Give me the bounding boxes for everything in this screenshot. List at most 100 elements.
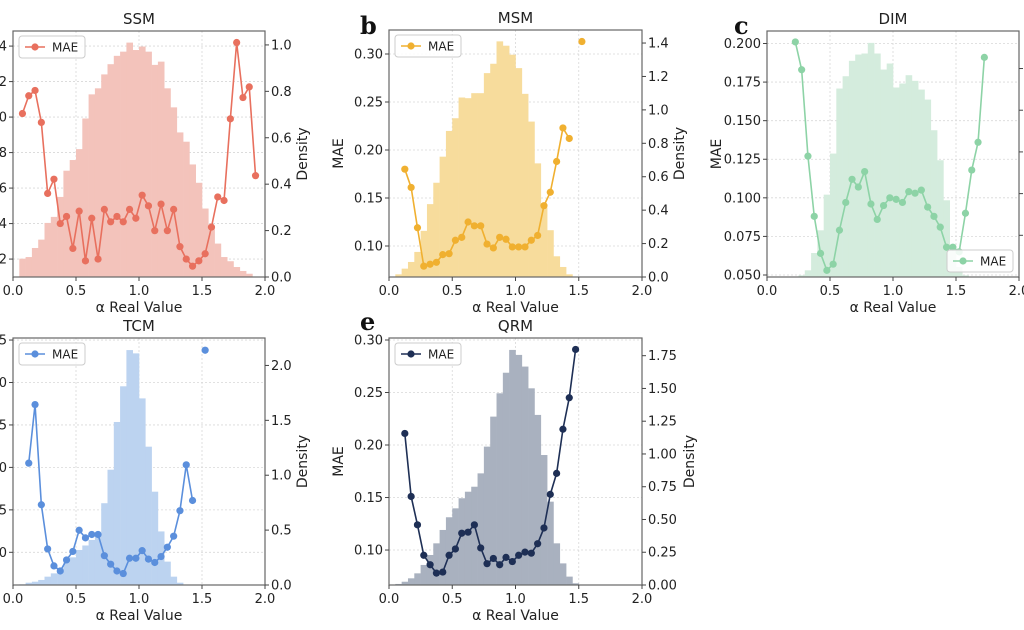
mae-point [924, 203, 932, 211]
mae-point [157, 200, 165, 208]
x-tick-label: 0.5 [442, 592, 463, 607]
density-bar [88, 94, 96, 278]
density-bar [44, 576, 52, 585]
mae-point [798, 66, 806, 74]
density-bar [496, 41, 504, 277]
mae-point [508, 557, 516, 566]
density-bar [553, 256, 561, 277]
density-bar [515, 354, 523, 585]
density-bar [202, 208, 209, 277]
density-tick-label: 0.5 [271, 524, 292, 539]
mae-point [942, 243, 951, 251]
density-bar [426, 554, 434, 585]
panel-dim: 0.0 0.5 1.0 1.5 2.0 0.050 0.075 0.100 0.125 0.150… [709, 10, 1024, 316]
density-bar [170, 576, 178, 585]
mae-point [220, 196, 228, 205]
x-tick-label: 1.0 [129, 592, 150, 607]
density-bar [126, 42, 133, 277]
x-axis-label: α Real Value [96, 300, 183, 316]
mae-tick-label: 0.04 [0, 217, 7, 232]
panel-title: TCM [122, 317, 155, 335]
mae-point [144, 202, 153, 210]
density-bar [31, 247, 39, 277]
mae-point [578, 37, 586, 46]
density-bar [464, 98, 472, 278]
y-axis-label-right: Density [672, 127, 688, 180]
legend-marker-icon [31, 350, 39, 358]
mae-point [201, 250, 209, 258]
mae-point [804, 152, 812, 160]
density-bar [930, 130, 938, 277]
density-bar [540, 455, 548, 585]
mae-tick-label: 0.25 [354, 95, 383, 110]
x-tick-label: 1.5 [192, 284, 213, 299]
mae-point [489, 244, 497, 252]
density-bar [848, 60, 856, 278]
density-bar [502, 45, 510, 278]
mae-point [37, 501, 45, 509]
mae-point [489, 554, 497, 563]
panel-title: DIM [879, 10, 908, 28]
mae-tick-label: 0.15 [354, 491, 383, 506]
mae-point [968, 166, 976, 174]
mae-tick-label: 0.100 [724, 191, 761, 206]
density-bar [170, 107, 178, 277]
mae-point [144, 555, 153, 563]
density-bar [31, 581, 39, 585]
density-bar [811, 253, 818, 277]
density-bar [899, 83, 906, 278]
density-bar [94, 535, 102, 585]
legend: MAE [18, 342, 86, 366]
density-bar [452, 118, 459, 277]
legend-label: MAE [52, 41, 78, 55]
mae-point [439, 251, 447, 259]
density-bar [145, 51, 152, 277]
density-bar [157, 61, 165, 278]
panel-ssm: 0.0 0.5 1.0 1.5 2.0 0.02 0.04 0.06 0.08 0.10 0.12 0… [0, 10, 311, 316]
mae-point [81, 257, 90, 265]
y-axis-label-right: Density [295, 127, 311, 180]
density-bar [471, 486, 478, 585]
density-bar [183, 141, 190, 277]
panel-title: SSM [123, 10, 155, 28]
density-bar [220, 257, 228, 277]
density-bar [509, 54, 516, 277]
mae-point [534, 540, 542, 548]
mae-point [464, 528, 472, 536]
density-bar [823, 194, 831, 277]
mae-point [214, 193, 222, 201]
x-tick-label: 0.5 [442, 284, 463, 299]
density-bar [905, 75, 913, 277]
mae-point [170, 532, 178, 540]
legend-box [946, 249, 1014, 273]
density-bar [214, 243, 222, 277]
x-tick-label: 1.5 [568, 284, 589, 299]
density-bar [189, 164, 196, 277]
x-tick-label: 2.0 [632, 592, 653, 607]
density-bar [534, 414, 542, 585]
mae-point [245, 83, 253, 91]
density-bar [25, 257, 33, 277]
mae-point [113, 212, 121, 221]
mae-tick-label: 0.30 [354, 333, 383, 348]
mae-point [100, 205, 108, 213]
density-bar [477, 93, 485, 277]
density-bar [886, 63, 894, 277]
mae-point [163, 543, 171, 551]
mae-point [451, 545, 460, 553]
density-bar [233, 267, 241, 277]
density-bar [414, 573, 421, 585]
mae-point [867, 200, 875, 208]
mae-point [458, 529, 466, 537]
density-bar [490, 63, 497, 277]
mae-point [445, 250, 453, 258]
mae-point [163, 227, 171, 235]
legend-box [394, 342, 462, 366]
legend-marker-icon [31, 43, 39, 51]
mae-point [565, 394, 573, 402]
density-bar [126, 350, 133, 585]
mae-point [233, 38, 241, 47]
mae-point [470, 222, 478, 230]
density-bar [107, 64, 115, 277]
